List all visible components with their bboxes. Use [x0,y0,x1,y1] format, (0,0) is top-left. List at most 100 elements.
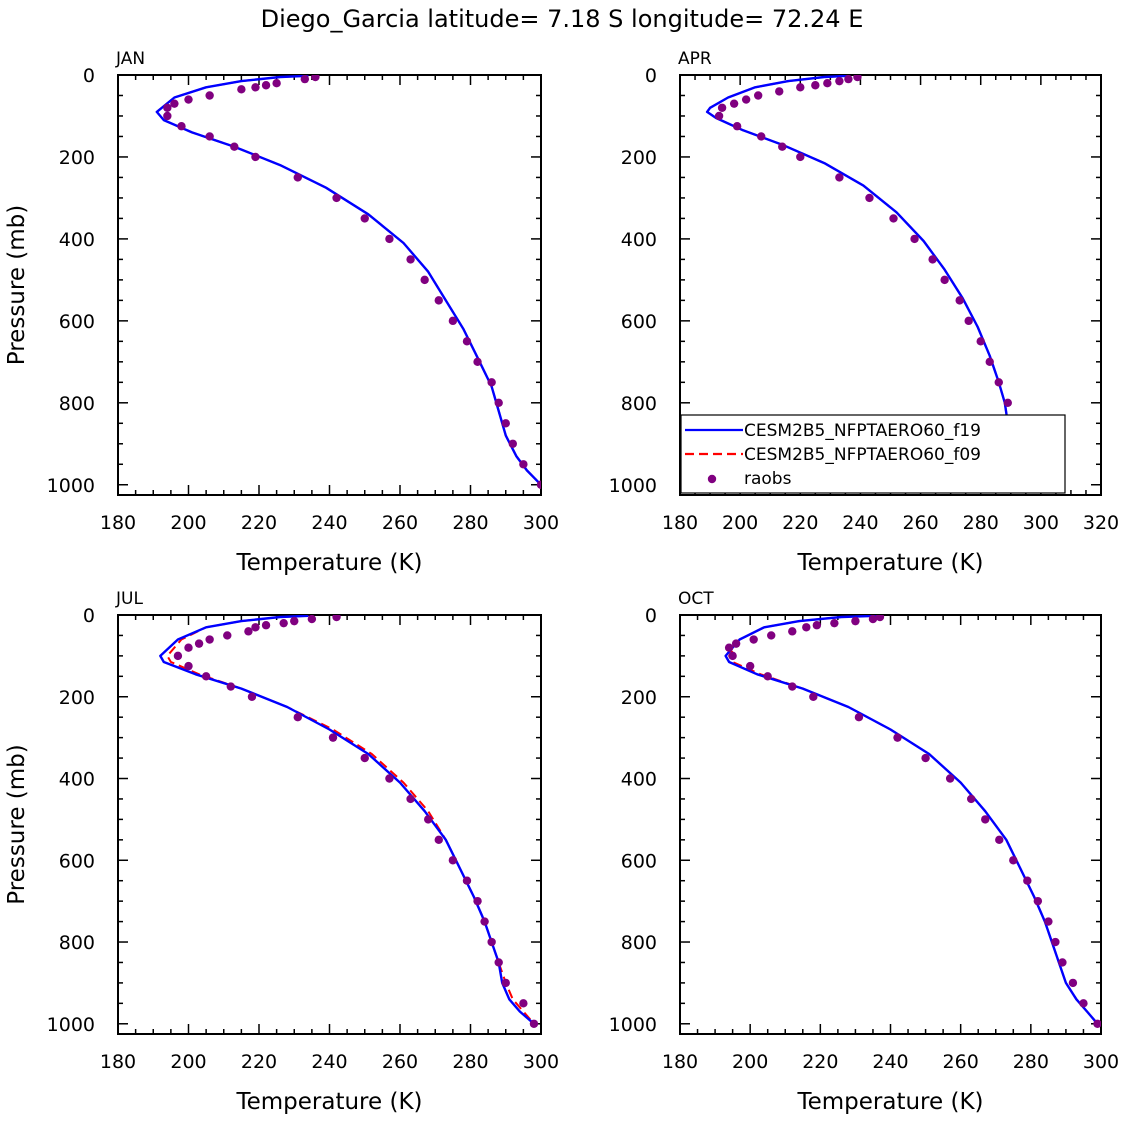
f09-line [166,615,535,1025]
raobs-point [293,173,302,182]
x-axis-label: Temperature (K) [235,550,422,576]
legend-marker-raobs [707,474,717,484]
legend: CESM2B5_NFPTAERO60_f19 CESM2B5_NFPTAERO60… [680,414,1066,494]
panel-apr: 180 200 220 240 260 280 300 320 0 200 400 600 800 100… [609,49,1119,576]
raobs-point [724,643,734,652]
raobs-point [487,937,496,947]
y-tick-label: 1000 [609,1014,657,1036]
raobs-point [501,978,510,988]
raobs-point [809,692,818,701]
y-tick-label: 800 [621,393,657,415]
raobs-point [501,419,510,428]
raobs-point [519,999,528,1008]
raobs-point [251,152,260,162]
raobs-point [893,733,902,742]
x-tick-label: 240 [311,512,347,534]
raobs-point [230,142,239,151]
x-tick-label: 180 [662,512,698,534]
x-tick-label: 300 [523,512,559,534]
raobs-point [981,815,990,824]
x-axis-label: Temperature (K) [796,550,983,576]
raobs-point [223,631,232,640]
raobs-point [385,234,394,244]
raobs-point [173,651,183,661]
raobs-point [995,835,1004,845]
raobs-point [272,78,281,88]
x-tick-label: 280 [1013,1051,1049,1073]
y-tick-label: 1000 [47,475,95,497]
raobs-point [462,337,472,346]
x-tick-label: 300 [1023,512,1059,534]
raobs-point [424,815,433,824]
raobs-point [1079,999,1088,1008]
raobs-point [293,712,302,722]
y-tick-label: 400 [621,769,657,791]
raobs-point [717,103,727,112]
panel-title: APR [678,49,712,69]
raobs-point [964,316,973,326]
raobs-point [763,672,772,681]
x-tick-label: 200 [732,1051,768,1073]
x-tick-label: 260 [943,1051,979,1073]
raobs-point [741,95,751,104]
y-tick-label: 400 [59,229,95,251]
raobs-point [830,618,839,628]
raobs-point [494,398,503,408]
y-tick-label: 800 [59,393,95,415]
y-tick-label: 200 [59,687,95,709]
raobs-point [775,87,784,96]
raobs-point [487,378,496,387]
y-tick-label: 0 [645,65,657,87]
raobs-point [332,193,341,203]
raobs-point [237,85,246,94]
y-tick-label: 0 [645,605,657,627]
y-axis-label: Pressure (mb) [4,205,30,365]
raobs-point [261,81,271,90]
plot-frame [117,74,542,496]
raobs-point [494,958,503,967]
raobs-point [851,616,860,626]
raobs-point [788,682,797,691]
raobs-point [778,142,787,151]
raobs-point [261,621,271,630]
raobs-point [985,357,994,367]
series-group [724,615,1101,1028]
raobs-point [462,876,472,885]
raobs-point [1044,917,1053,926]
raobs-point [1009,856,1018,865]
x-tick-label: 260 [902,512,938,534]
raobs-point [889,214,898,223]
raobs-point [332,615,341,622]
x-tick-label: 200 [170,1051,206,1073]
raobs-point [184,643,193,652]
raobs-point [205,132,214,141]
raobs-point [1051,937,1060,947]
panel-oct: 180 200 220 240 260 280 300 0 200 400 600 800 1000 Te… [609,589,1119,1115]
panel-jan: 180 200 220 240 260 280 300 0 200 400 600 800 1000 Te… [4,49,559,576]
x-tick-label: 260 [382,1051,418,1073]
x-tick-label: 320 [1083,512,1119,534]
plot-frame [679,614,1102,1035]
y-tick-label: 200 [59,147,95,169]
raobs-point [928,255,937,264]
raobs-point [749,635,758,644]
raobs-point [728,651,737,661]
x-tick-label: 220 [802,1051,838,1073]
raobs-point [1003,398,1012,408]
x-tick-label: 280 [452,512,488,534]
x-tick-label: 180 [100,1051,136,1073]
raobs-point [244,627,253,636]
x-tick-label: 300 [523,1051,559,1073]
y-tick-label: 600 [59,850,95,872]
x-tick-label: 260 [382,512,418,534]
raobs-point [868,615,878,624]
x-tick-label: 280 [452,1051,488,1073]
raobs-point [940,275,949,285]
x-tick-label: 180 [662,1051,698,1073]
f09-line [155,75,541,486]
raobs-point [519,460,528,469]
raobs-point [1068,978,1078,988]
x-tick-label: 220 [782,512,818,534]
y-tick-label: 0 [83,65,95,87]
